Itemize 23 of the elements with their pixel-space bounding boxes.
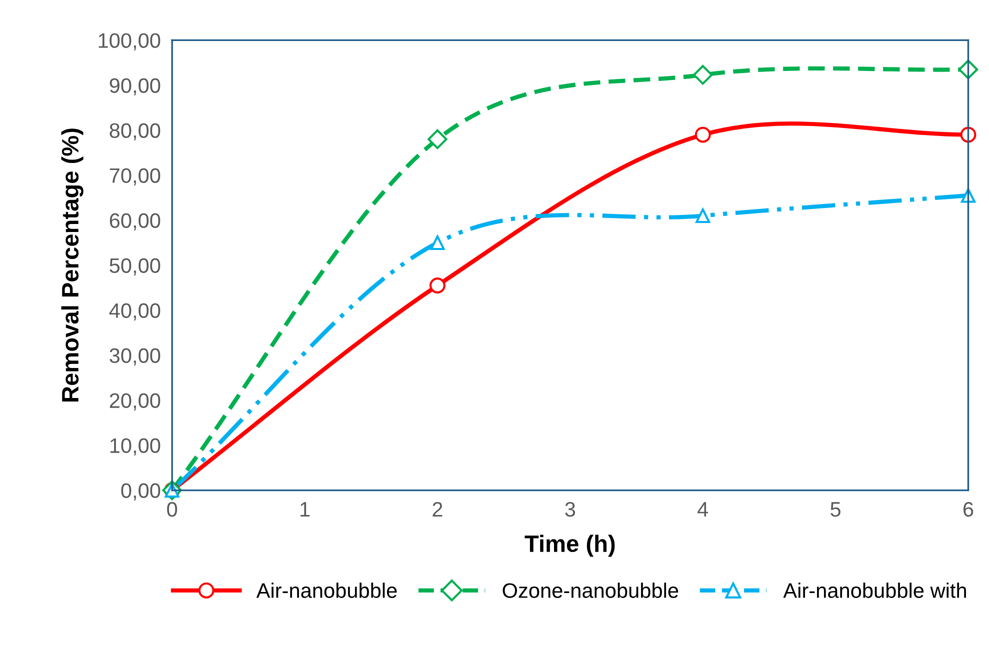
- y-tick-label: 80,00: [110, 123, 160, 140]
- y-tick-label: 10,00: [110, 438, 160, 456]
- y-tick-label: 20,00: [110, 393, 160, 410]
- x-tick-label: 0: [167, 502, 178, 517]
- y-axis-title: Removal Percentage (%): [61, 128, 84, 402]
- x-tick-label: 2: [432, 502, 442, 517]
- x-tick-label: 1: [300, 502, 310, 517]
- x-tick-label: 6: [963, 502, 974, 517]
- y-tick-label: 50,00: [110, 258, 160, 276]
- x-tick-label: 4: [698, 502, 708, 517]
- y-tick-label: 90,00: [110, 78, 160, 96]
- y-tick-label: 60,00: [110, 213, 160, 230]
- y-tick-label: 0,00: [121, 483, 160, 501]
- x-tick-label: 5: [830, 502, 840, 517]
- y-tick-label: 30,00: [110, 348, 160, 366]
- y-tick-label: 40,00: [109, 303, 160, 320]
- y-tick-label: 100,00: [98, 33, 160, 50]
- x-tick-label: 3: [565, 502, 576, 517]
- legend-label: Ozone-nanobubble: [502, 582, 678, 598]
- y-tick-label: 70,00: [110, 168, 160, 186]
- legend-label: Air-nanobubble: [256, 582, 397, 598]
- legend-label: Air-nanobubble with: [783, 582, 966, 598]
- x-axis-title: Time (h): [524, 534, 615, 557]
